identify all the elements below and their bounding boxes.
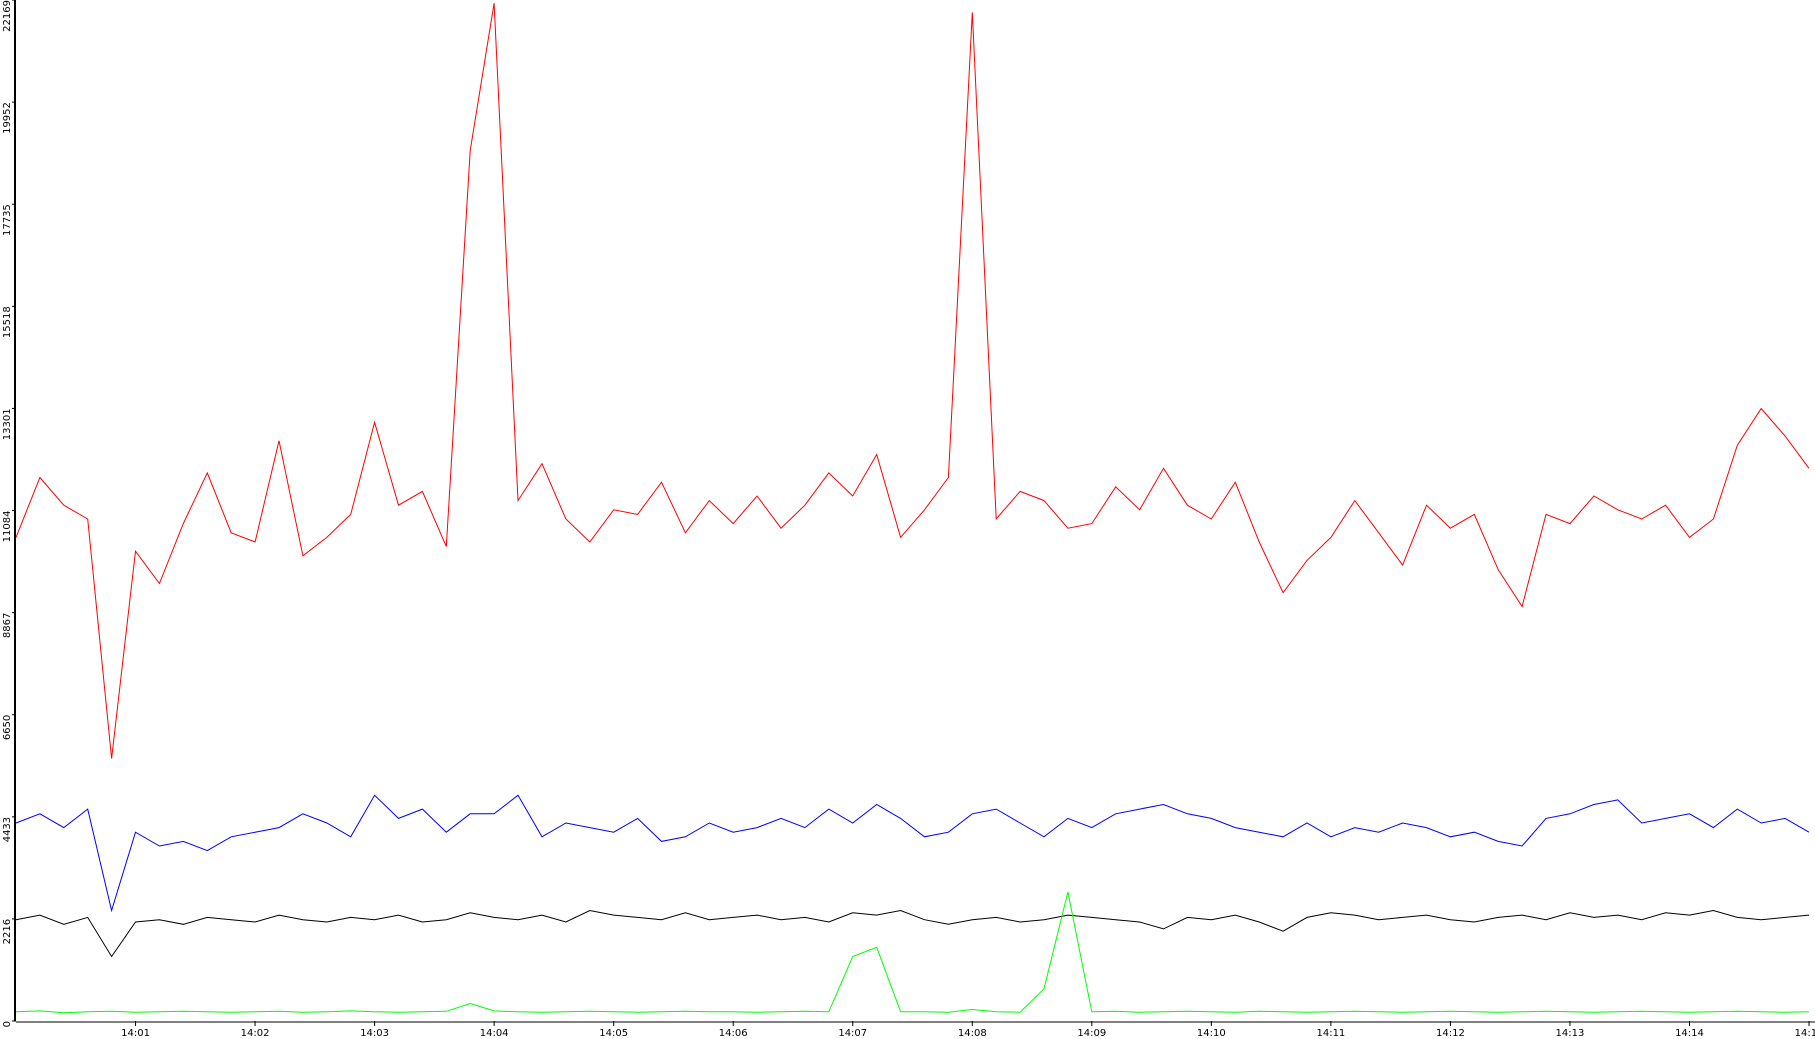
- y-tick-label: 11084: [2, 511, 13, 543]
- y-tick-label: 0: [2, 1021, 13, 1027]
- x-tick-label: 14:05: [599, 1028, 628, 1039]
- x-tick-label: 14:08: [958, 1028, 987, 1039]
- series-line: [15, 3, 1810, 759]
- x-tick-label: 14:12: [1436, 1028, 1465, 1039]
- y-tick-label: 2216: [2, 919, 13, 944]
- y-tick-label: 15518: [2, 306, 13, 338]
- y-tick-label: 22169: [2, 0, 13, 32]
- x-tick-label: 14:09: [1077, 1028, 1106, 1039]
- x-tick-label: 14:11: [1316, 1028, 1345, 1039]
- y-tick-label: 13301: [2, 408, 13, 440]
- x-tick-label: 14:10: [1197, 1028, 1226, 1039]
- x-tick-label: 14:13: [1556, 1028, 1585, 1039]
- y-tick-label: 17735: [2, 204, 13, 236]
- x-tick-label: 14:02: [241, 1028, 270, 1039]
- series-line: [15, 891, 1810, 1014]
- y-tick-label: 6650: [2, 715, 13, 740]
- series-line: [15, 794, 1810, 913]
- x-tick-label: 14:03: [360, 1028, 389, 1039]
- y-tick-label: 4433: [2, 817, 13, 842]
- x-tick-label: 14:07: [838, 1028, 867, 1039]
- x-tick-label: 14:15: [1795, 1028, 1815, 1039]
- y-tick-label: 19952: [2, 102, 13, 134]
- x-tick-label: 14:14: [1675, 1028, 1704, 1039]
- x-tick-label: 14:04: [480, 1028, 509, 1039]
- series-line: [15, 909, 1810, 958]
- x-tick-label: 14:06: [719, 1028, 748, 1039]
- y-tick-label: 8867: [2, 613, 13, 638]
- x-tick-label: 14:01: [121, 1028, 150, 1039]
